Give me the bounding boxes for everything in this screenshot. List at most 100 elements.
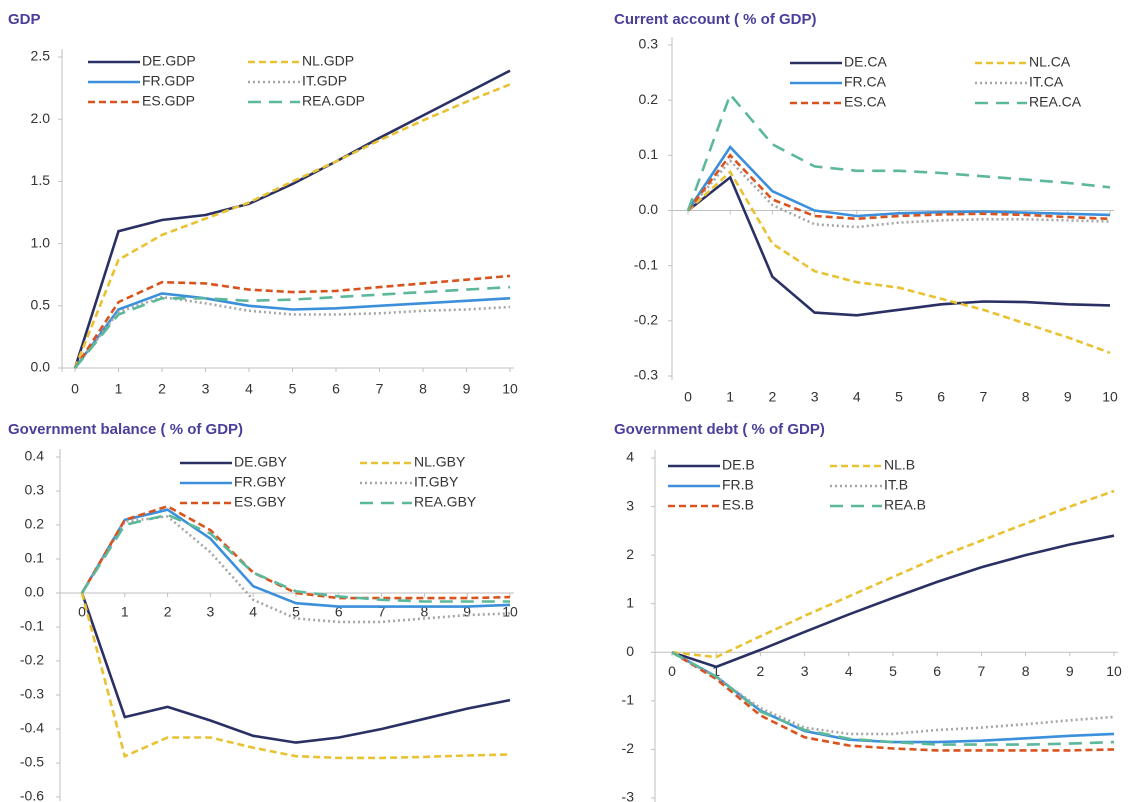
- y-tick-label: 1: [626, 594, 634, 610]
- x-tick-label: 0: [668, 663, 676, 679]
- series-line: [80, 592, 511, 760]
- x-tick-label: 1: [712, 663, 720, 679]
- x-tick-label: 5: [895, 389, 903, 405]
- x-tick-label: 0: [78, 604, 86, 620]
- y-tick-label: -3: [622, 789, 635, 802]
- series-line: [687, 169, 1111, 355]
- x-tick-label: 3: [207, 604, 215, 620]
- series-line: [80, 508, 511, 608]
- x-tick-label: 6: [332, 381, 340, 397]
- legend-label: ES.CA: [844, 94, 887, 110]
- x-tick-label: 4: [249, 604, 257, 620]
- legend-label: IT.B: [884, 477, 908, 493]
- series-line: [80, 513, 510, 603]
- series-line: [73, 292, 511, 369]
- x-tick-label: 10: [1102, 389, 1118, 405]
- y-tick-label: 0.3: [639, 36, 659, 52]
- series-line: [687, 175, 1111, 317]
- x-tick-label: 4: [245, 381, 253, 397]
- legend-label: ES.GDP: [142, 93, 195, 109]
- series-line: [687, 158, 1111, 229]
- legend-label: DE.GBY: [234, 454, 288, 470]
- y-tick-label: -0.4: [20, 720, 44, 736]
- series-line: [73, 295, 511, 369]
- series-line: [671, 534, 1115, 669]
- y-tick-label: 1.0: [31, 234, 51, 250]
- x-tick-label: 8: [419, 381, 427, 397]
- x-tick-label: 10: [502, 604, 518, 620]
- x-tick-label: 3: [811, 389, 819, 405]
- series-line: [671, 489, 1115, 659]
- legend-label: REA.B: [884, 497, 926, 513]
- x-tick-label: 4: [845, 663, 853, 679]
- y-tick-label: 3: [626, 497, 634, 513]
- legend-label: NL.GDP: [302, 53, 354, 69]
- y-tick-label: 2: [626, 546, 634, 562]
- series-line: [671, 651, 1115, 752]
- x-tick-label: 8: [421, 604, 429, 620]
- x-tick-label: 6: [933, 663, 941, 679]
- legend-label: NL.GBY: [414, 454, 466, 470]
- y-tick-label: -0.3: [634, 367, 658, 383]
- series-line: [80, 592, 511, 744]
- x-tick-label: 1: [121, 604, 129, 620]
- x-tick-label: 9: [463, 604, 471, 620]
- y-tick-label: 0.0: [639, 201, 659, 217]
- x-tick-label: 10: [502, 381, 518, 397]
- chart-title: Government balance ( % of GDP): [8, 421, 243, 438]
- legend-label: IT.GDP: [302, 73, 347, 89]
- legend-label: REA.GBY: [414, 494, 477, 510]
- y-tick-label: 2.5: [31, 48, 51, 64]
- x-tick-label: 6: [335, 604, 343, 620]
- legend-label: NL.B: [884, 457, 915, 473]
- series-line: [73, 274, 511, 369]
- x-tick-label: 4: [853, 389, 861, 405]
- legend-label: REA.CA: [1029, 94, 1082, 110]
- y-tick-label: -0.1: [634, 256, 658, 272]
- y-tick-label: 0.4: [25, 448, 45, 464]
- legend-label: ES.B: [722, 497, 754, 513]
- series-line: [671, 651, 1115, 736]
- y-tick-label: -0.2: [20, 652, 44, 668]
- x-tick-label: 7: [978, 663, 986, 679]
- x-tick-label: 9: [1066, 663, 1074, 679]
- series-line: [671, 651, 1115, 746]
- legend-label: FR.B: [722, 477, 754, 493]
- y-tick-label: 0.3: [25, 482, 45, 498]
- y-tick-label: -0.3: [20, 686, 44, 702]
- legend-label: NL.CA: [1029, 54, 1071, 70]
- legend-label: REA.GDP: [302, 93, 365, 109]
- x-tick-label: 7: [376, 381, 384, 397]
- y-tick-label: 0.2: [639, 91, 659, 107]
- y-tick-label: 1.5: [31, 172, 51, 188]
- series-line: [686, 92, 1111, 211]
- y-tick-label: -0.6: [20, 788, 44, 802]
- legend-label: DE.B: [722, 457, 755, 473]
- x-tick-label: 1: [726, 389, 734, 405]
- x-tick-label: 3: [202, 381, 210, 397]
- series-line: [686, 145, 1111, 218]
- y-tick-label: 0.1: [639, 146, 659, 162]
- x-tick-label: 8: [1022, 389, 1030, 405]
- y-tick-label: 0: [626, 643, 634, 659]
- x-tick-label: 6: [937, 389, 945, 405]
- x-tick-label: 0: [71, 381, 79, 397]
- y-tick-label: 0.2: [25, 516, 45, 532]
- series-line: [73, 69, 511, 369]
- legend-label: DE.CA: [844, 54, 887, 70]
- x-tick-label: 9: [463, 381, 471, 397]
- series-line: [686, 153, 1111, 221]
- chart-title: GDP: [8, 11, 41, 28]
- x-tick-label: 5: [889, 663, 897, 679]
- x-tick-label: 5: [292, 604, 300, 620]
- y-tick-label: 4: [626, 449, 634, 465]
- legend-label: FR.CA: [844, 74, 887, 90]
- y-tick-label: -0.5: [20, 754, 44, 770]
- y-tick-label: 0.5: [31, 297, 51, 313]
- x-tick-label: 7: [980, 389, 988, 405]
- x-tick-label: 2: [769, 389, 777, 405]
- series-line: [73, 285, 511, 369]
- x-tick-label: 7: [378, 604, 386, 620]
